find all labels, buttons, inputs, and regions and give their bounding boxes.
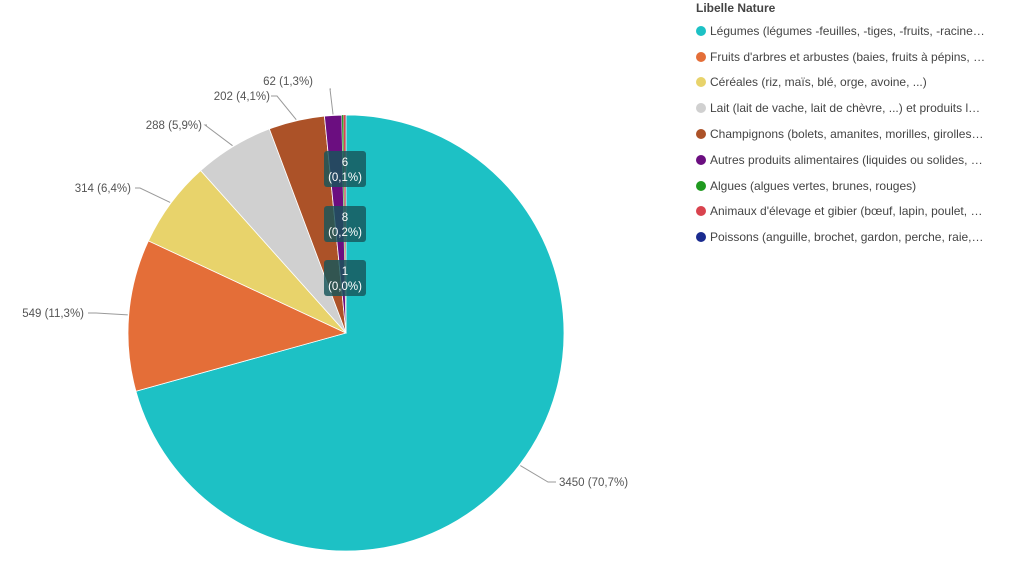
inner-value: 6 [342,157,348,169]
inner-data-labels: 6 (0,1%) 8 (0,2%) 1 (0,0%) [324,151,366,296]
data-label: 549 (11,3%) [22,308,84,320]
legend-label: Champignons (bolets, amanites, morilles,… [710,127,984,142]
leader-line [520,465,556,483]
legend-swatch-icon [696,154,706,165]
legend-item[interactable]: Poissons (anguille, brochet, gardon, per… [696,224,1006,250]
legend-title: Libelle Nature [696,1,776,15]
leader-line [329,88,334,115]
callout-leaders [88,88,556,483]
legend-swatch-icon [696,180,706,191]
leader-line [203,124,233,147]
legend-swatch-icon [696,129,706,140]
legend-label: Poissons (anguille, brochet, gardon, per… [710,230,984,245]
legend: Libelle Nature Légumes (légumes -feuille… [696,0,1006,250]
leader-line [88,312,128,316]
inner-value: 8 [342,212,348,224]
legend-item[interactable]: Autres produits alimentaires (liquides o… [696,147,1006,173]
data-label: 202 (4,1%) [214,91,270,103]
inner-data-label: 1 (0,0%) [324,260,366,296]
legend-label: Animaux d'élevage et gibier (bœuf, lapin… [710,204,983,219]
legend-item[interactable]: Algues (algues vertes, brunes, rouges) [696,173,1006,199]
legend-swatch-icon [696,103,706,114]
legend-swatch-icon [696,25,706,36]
data-label: 62 (1,3%) [263,76,313,88]
inner-data-label: 8 (0,2%) [324,206,366,242]
leader-line [135,187,171,203]
legend-label: Céréales (riz, maïs, blé, orge, avoine, … [710,75,927,90]
legend-swatch-icon [696,206,706,217]
data-label: 314 (6,4%) [75,183,131,195]
legend-item[interactable]: Légumes (légumes -feuilles, -tiges, -fru… [696,18,1006,44]
legend-swatch-icon [696,232,706,243]
legend-swatch-icon [696,77,706,88]
inner-percent: (0,1%) [328,172,362,184]
pie-slice[interactable] [127,240,348,392]
legend-label: Lait (lait de vache, lait de chèvre, ...… [710,101,981,116]
legend-label: Autres produits alimentaires (liquides o… [710,152,983,167]
legend-item[interactable]: Lait (lait de vache, lait de chèvre, ...… [696,95,1006,121]
leader-line [271,95,297,121]
inner-data-label: 6 (0,1%) [324,151,366,187]
inner-percent: (0,2%) [328,227,362,239]
inner-value: 1 [342,266,348,278]
inner-percent: (0,0%) [328,281,362,293]
legend-items: Légumes (légumes -feuilles, -tiges, -fru… [696,18,1006,250]
legend-swatch-icon [696,51,706,62]
legend-label: Algues (algues vertes, brunes, rouges) [710,178,917,193]
data-label: 288 (5,9%) [146,120,202,132]
legend-label: Légumes (légumes -feuilles, -tiges, -fru… [710,23,985,38]
legend-label: Fruits d'arbres et arbustes (baies, frui… [710,49,986,64]
legend-item[interactable]: Champignons (bolets, amanites, morilles,… [696,121,1006,147]
legend-item[interactable]: Animaux d'élevage et gibier (bœuf, lapin… [696,199,1006,225]
legend-item[interactable]: Fruits d'arbres et arbustes (baies, frui… [696,44,1006,70]
pie-slice[interactable] [135,114,565,552]
data-label: 3450 (70,7%) [559,477,628,489]
legend-item[interactable]: Céréales (riz, maïs, blé, orge, avoine, … [696,70,1006,96]
callout-labels: 3450 (70,7%) 549 (11,3%) 314 (6,4%) 288 (5,… [22,76,628,489]
